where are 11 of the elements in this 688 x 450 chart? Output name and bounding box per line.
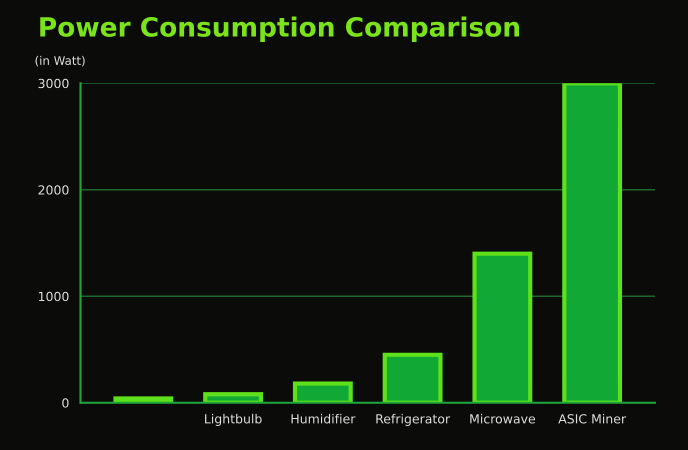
y-tick-label: 0: [62, 398, 69, 408]
y-tick-label: 3000: [38, 78, 69, 88]
x-tick-label: Microwave: [470, 414, 536, 424]
x-tick-label: Humidifier: [292, 414, 356, 424]
y-axis-title: (in Watt): [36, 56, 85, 66]
y-tick-label: 1000: [38, 292, 69, 302]
y-tick-label: 2000: [38, 185, 69, 195]
x-tick-label: Refrigerator: [376, 414, 450, 426]
x-tick-label: ASIC Miner: [558, 414, 626, 424]
chart-title: Power Consumption Comparison: [40, 16, 520, 42]
x-tick-label: Lightbulb: [205, 414, 262, 426]
